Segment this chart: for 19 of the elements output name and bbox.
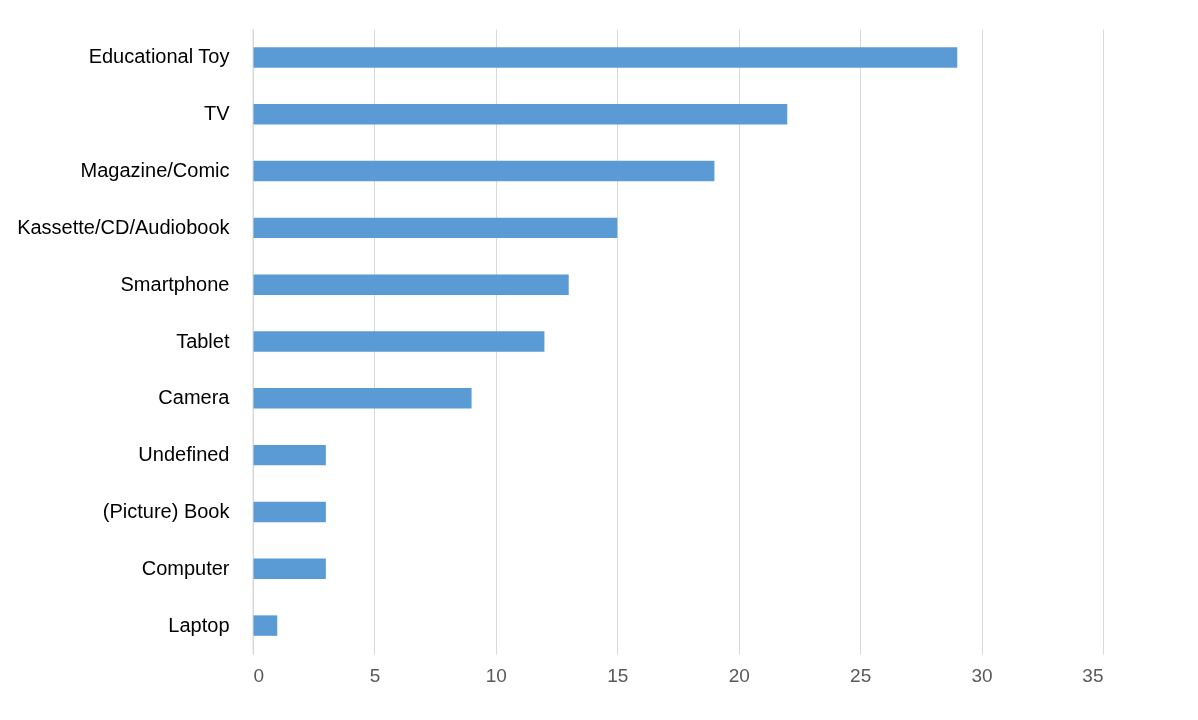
- x-tick-label: 5: [369, 664, 381, 686]
- x-tick-label: 10: [485, 664, 507, 686]
- x-tick-label: 20: [728, 664, 750, 686]
- x-tick-label: 15: [607, 664, 629, 686]
- y-tick-label: Kassette/CD/Audiobook: [17, 215, 231, 238]
- x-tick-label: 35: [1082, 664, 1104, 686]
- y-tick-label: (Picture) Book: [102, 499, 231, 522]
- x-tick-label: 0: [253, 664, 265, 686]
- y-tick-label: TV: [203, 102, 231, 125]
- y-tick-label: Camera: [158, 386, 231, 409]
- x-tick-label: 25: [850, 664, 872, 686]
- y-tick-label: Tablet: [176, 329, 230, 352]
- y-tick-label: Computer: [141, 556, 230, 579]
- y-tick-label: Smartphone: [120, 272, 230, 295]
- y-tick-label: Laptop: [168, 613, 230, 636]
- y-tick-label: Magazine/Comic: [80, 159, 230, 182]
- y-tick-label: Undefined: [138, 443, 230, 466]
- x-tick-label: 30: [971, 664, 993, 686]
- y-tick-label: Educational Toy: [88, 45, 230, 68]
